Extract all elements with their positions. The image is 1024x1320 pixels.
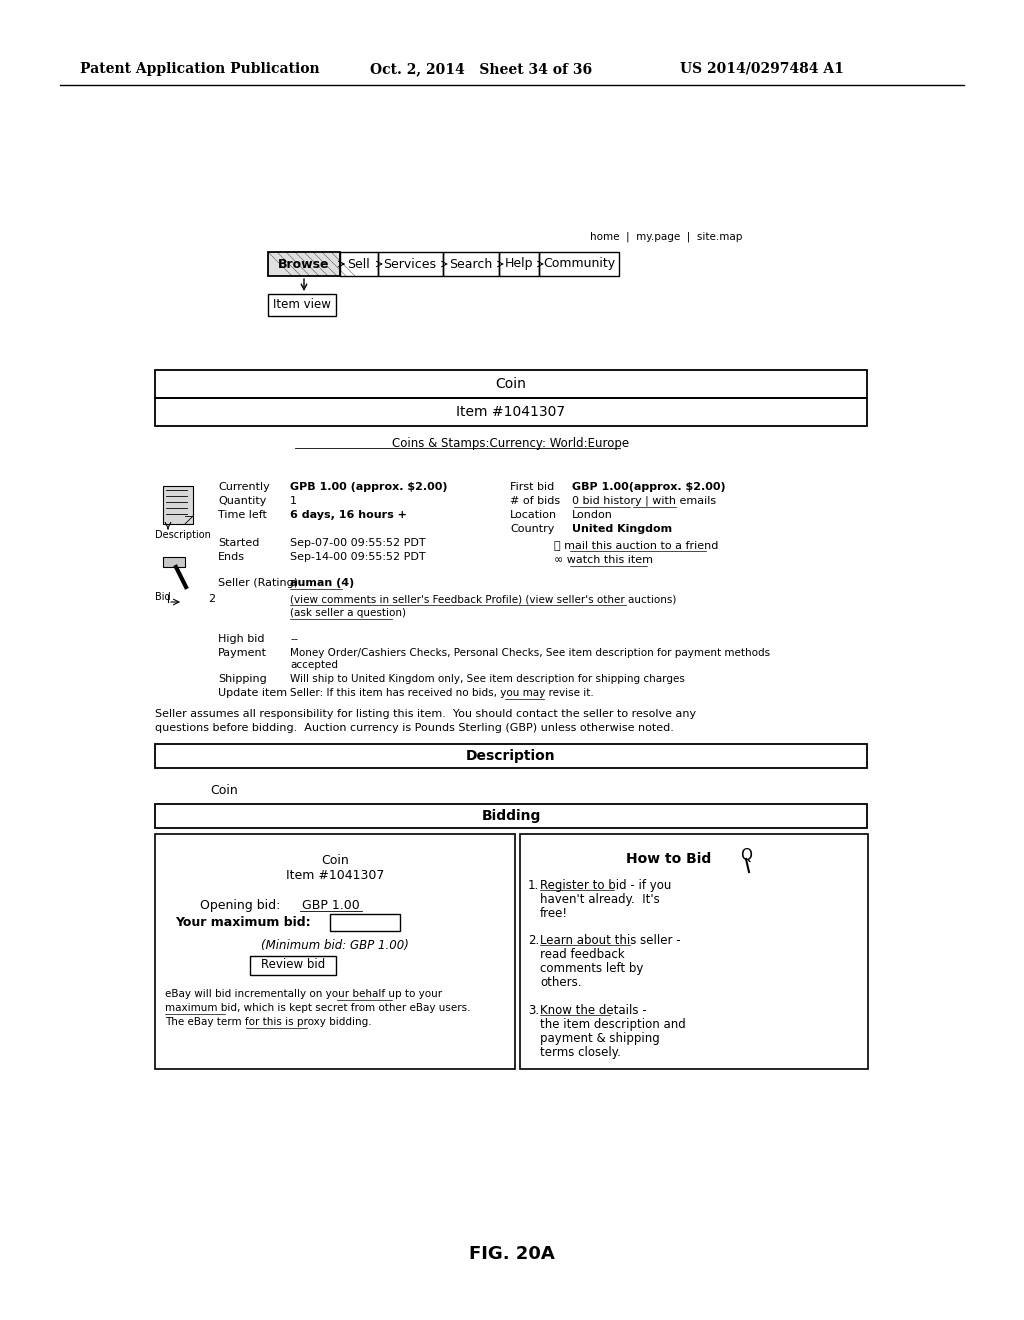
Text: High bid: High bid [218,634,264,644]
Text: Bidding: Bidding [481,809,541,822]
Text: questions before bidding.  Auction currency is Pounds Sterling (GBP) unless othe: questions before bidding. Auction curren… [155,723,674,733]
Text: read feedback: read feedback [540,948,625,961]
Text: 6 days, 16 hours +: 6 days, 16 hours + [290,510,407,520]
Text: 3.: 3. [528,1005,539,1016]
Text: --: -- [290,634,298,644]
Text: Item #1041307: Item #1041307 [457,405,565,418]
Text: Patent Application Publication: Patent Application Publication [80,62,319,77]
Text: 1.: 1. [528,879,540,892]
Bar [250,956,336,975]
Text: Register to bid - if you: Register to bid - if you [540,879,672,892]
Text: Seller: If this item has received no bids, you may revise it.: Seller: If this item has received no bid… [290,688,594,698]
Text: GBP 1.00: GBP 1.00 [302,899,360,912]
Text: free!: free! [540,907,568,920]
Text: haven't already.  It's: haven't already. It's [540,894,659,906]
Text: Seller (Rating): Seller (Rating) [218,578,298,587]
Text: GBP 1.00(approx. $2.00): GBP 1.00(approx. $2.00) [572,482,726,492]
Text: London: London [572,510,613,520]
Text: Sell: Sell [347,257,371,271]
Text: (ask seller a question): (ask seller a question) [290,609,406,618]
Text: FIG. 20A: FIG. 20A [469,1245,555,1263]
Text: 0 bid history | with emails: 0 bid history | with emails [572,496,716,507]
Text: 2.: 2. [528,935,540,946]
Bar [330,913,400,931]
Text: Started: Started [218,539,259,548]
Bar [539,252,618,276]
Text: How to Bid: How to Bid [627,851,712,866]
Text: Money Order/Cashiers Checks, Personal Checks, See item description for payment m: Money Order/Cashiers Checks, Personal Ch… [290,648,770,657]
Text: the item description and: the item description and [540,1018,686,1031]
Text: terms closely.: terms closely. [540,1045,621,1059]
Bar [268,294,336,315]
Bar [155,834,515,1069]
Bar [520,834,868,1069]
Text: maximum bid, which is kept secret from other eBay users.: maximum bid, which is kept secret from o… [165,1003,470,1012]
Text: Country: Country [510,524,554,535]
Text: payment & shipping: payment & shipping [540,1032,659,1045]
Text: 1: 1 [290,496,297,506]
Text: home  |  my.page  |  site.map: home | my.page | site.map [590,232,742,243]
Text: Update item: Update item [218,688,287,698]
Text: Coin: Coin [496,378,526,391]
Text: Quantity: Quantity [218,496,266,506]
Text: Sep-14-00 09:55:52 PDT: Sep-14-00 09:55:52 PDT [290,552,426,562]
Text: Description: Description [155,531,211,540]
Text: Coins & Stamps:Currency: World:Europe: Coins & Stamps:Currency: World:Europe [392,437,630,450]
Text: ⎕ mail this auction to a friend: ⎕ mail this auction to a friend [554,540,719,550]
Bar [155,744,867,768]
Text: Bid: Bid [155,591,171,602]
Text: Your maximum bid:: Your maximum bid: [175,916,310,929]
Bar [268,252,340,276]
Bar [155,370,867,399]
Bar [155,804,867,828]
Text: Item #1041307: Item #1041307 [286,869,384,882]
Text: comments left by: comments left by [540,962,643,975]
Text: United Kingdom: United Kingdom [572,524,672,535]
Text: First bid: First bid [510,482,554,492]
Text: Community: Community [543,257,615,271]
Text: Item view: Item view [273,298,331,312]
Text: Search: Search [450,257,493,271]
Bar [163,557,185,568]
Bar [155,399,867,426]
Text: Help: Help [505,257,534,271]
Text: Browse: Browse [279,257,330,271]
Text: Currently: Currently [218,482,269,492]
Text: Location: Location [510,510,557,520]
Bar [443,252,499,276]
Bar [499,252,539,276]
Text: 2: 2 [208,594,215,605]
Text: Sep-07-00 09:55:52 PDT: Sep-07-00 09:55:52 PDT [290,539,426,548]
Text: Ends: Ends [218,552,245,562]
Text: Services: Services [384,257,436,271]
Text: The eBay term for this is proxy bidding.: The eBay term for this is proxy bidding. [165,1016,372,1027]
Text: Coin: Coin [210,784,238,797]
Text: Oct. 2, 2014   Sheet 34 of 36: Oct. 2, 2014 Sheet 34 of 36 [370,62,592,77]
Text: US 2014/0297484 A1: US 2014/0297484 A1 [680,62,844,77]
Text: Description: Description [466,748,556,763]
Text: Q: Q [740,847,752,863]
Text: auman (4): auman (4) [290,578,354,587]
Text: GPB 1.00 (approx. $2.00): GPB 1.00 (approx. $2.00) [290,482,447,492]
Text: Will ship to United Kingdom only, See item description for shipping charges: Will ship to United Kingdom only, See it… [290,675,685,684]
Text: (Minimum bid: GBP 1.00): (Minimum bid: GBP 1.00) [261,939,409,952]
Bar [163,486,193,524]
Text: Opening bid:: Opening bid: [200,899,281,912]
Bar [340,252,378,276]
Bar [378,252,443,276]
Text: ∞ watch this item: ∞ watch this item [554,554,653,565]
Text: eBay will bid incrementally on your behalf up to your: eBay will bid incrementally on your beha… [165,989,442,999]
Text: Coin: Coin [322,854,349,867]
Text: Shipping: Shipping [218,675,266,684]
Text: Know the details -: Know the details - [540,1005,646,1016]
Text: Seller assumes all responsibility for listing this item.  You should contact the: Seller assumes all responsibility for li… [155,709,696,719]
Text: # of bids: # of bids [510,496,560,506]
Text: accepted: accepted [290,660,338,671]
Text: others.: others. [540,975,582,989]
Text: Time left: Time left [218,510,267,520]
Text: Payment: Payment [218,648,267,657]
Text: Learn about this seller -: Learn about this seller - [540,935,681,946]
Text: (view comments in seller's Feedback Profile) (view seller's other auctions): (view comments in seller's Feedback Prof… [290,594,677,605]
Text: Review bid: Review bid [261,958,326,972]
